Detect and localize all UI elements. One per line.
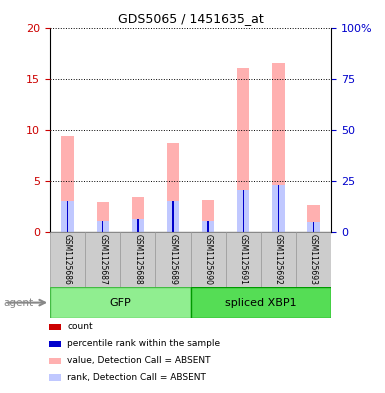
Bar bbox=[191, 287, 331, 318]
Bar bbox=[202, 220, 214, 232]
Bar bbox=[97, 202, 109, 232]
Bar bbox=[50, 232, 85, 287]
Bar bbox=[226, 232, 261, 287]
Text: rank, Detection Call = ABSENT: rank, Detection Call = ABSENT bbox=[67, 373, 206, 382]
Bar bbox=[102, 220, 104, 232]
Bar bbox=[272, 185, 285, 232]
Bar bbox=[243, 190, 244, 232]
Text: GSM1125691: GSM1125691 bbox=[239, 234, 248, 285]
Bar bbox=[237, 68, 249, 232]
Text: agent: agent bbox=[4, 298, 34, 308]
Text: GSM1125687: GSM1125687 bbox=[98, 234, 107, 285]
Bar bbox=[167, 143, 179, 232]
Text: GSM1125690: GSM1125690 bbox=[204, 234, 213, 285]
Bar bbox=[132, 197, 144, 232]
Bar bbox=[67, 201, 68, 232]
Text: count: count bbox=[67, 322, 93, 331]
Bar bbox=[296, 232, 331, 287]
Bar bbox=[272, 63, 285, 232]
Text: GSM1125693: GSM1125693 bbox=[309, 234, 318, 285]
Bar bbox=[278, 185, 279, 232]
Text: value, Detection Call = ABSENT: value, Detection Call = ABSENT bbox=[67, 356, 211, 365]
Text: GSM1125686: GSM1125686 bbox=[63, 234, 72, 285]
Text: percentile rank within the sample: percentile rank within the sample bbox=[67, 339, 221, 348]
Bar bbox=[97, 220, 109, 232]
Bar bbox=[237, 190, 249, 232]
Bar bbox=[137, 219, 139, 232]
Bar bbox=[307, 205, 320, 232]
Bar bbox=[156, 232, 191, 287]
Bar bbox=[307, 222, 320, 232]
Text: GSM1125692: GSM1125692 bbox=[274, 234, 283, 285]
Bar bbox=[167, 201, 179, 232]
Bar bbox=[49, 324, 60, 331]
Bar bbox=[49, 374, 60, 381]
Bar bbox=[49, 358, 60, 364]
Bar bbox=[261, 232, 296, 287]
Bar bbox=[313, 222, 314, 232]
Text: GSM1125688: GSM1125688 bbox=[133, 234, 142, 285]
Bar bbox=[208, 220, 209, 232]
Bar bbox=[85, 232, 120, 287]
Title: GDS5065 / 1451635_at: GDS5065 / 1451635_at bbox=[118, 12, 263, 25]
Bar bbox=[49, 341, 60, 347]
Bar bbox=[62, 201, 74, 232]
Bar bbox=[62, 136, 74, 232]
Bar bbox=[202, 200, 214, 232]
Text: GFP: GFP bbox=[109, 298, 131, 308]
Text: GSM1125689: GSM1125689 bbox=[169, 234, 177, 285]
Text: spliced XBP1: spliced XBP1 bbox=[225, 298, 297, 308]
Bar bbox=[132, 219, 144, 232]
Bar bbox=[50, 287, 191, 318]
Bar bbox=[191, 232, 226, 287]
Bar bbox=[172, 201, 174, 232]
Bar bbox=[121, 232, 156, 287]
